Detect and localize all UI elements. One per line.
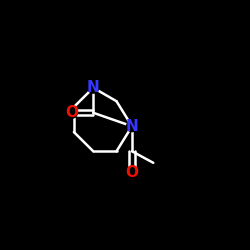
- Circle shape: [66, 108, 77, 118]
- Text: O: O: [126, 165, 138, 180]
- Text: N: N: [87, 80, 100, 95]
- Circle shape: [126, 121, 138, 132]
- Circle shape: [88, 82, 99, 93]
- Text: O: O: [66, 105, 78, 120]
- Circle shape: [126, 167, 138, 178]
- Text: N: N: [126, 119, 138, 134]
